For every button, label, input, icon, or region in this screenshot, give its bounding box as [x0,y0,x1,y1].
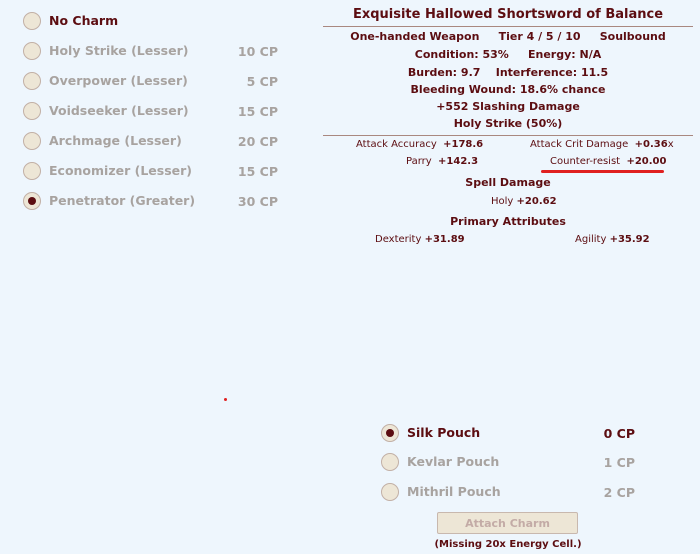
stat-label: Attack Crit Damage [530,139,629,150]
charm-cost: 30 CP [237,194,278,209]
charm-cost: 5 CP [246,74,278,89]
charm-cost: 10 CP [237,44,278,59]
stat-value: +20.00 [626,156,667,167]
divider [323,135,693,136]
stat-value: +0.36 [634,139,668,150]
pouch-label[interactable]: Silk Pouch [407,425,481,440]
item-burden: Burden: 9.7 [407,66,481,79]
charm-radio-holy-strike[interactable] [23,42,41,60]
pouch-label[interactable]: Mithril Pouch [407,484,501,499]
charm-radio-penetrator[interactable] [23,192,41,210]
pouch-cost: 0 CP [603,426,635,441]
charm-cost: 15 CP [237,104,278,119]
stat-holy: Holy +20.62 [491,196,557,207]
item-type: One-handed Weapon [350,30,480,43]
pouch-cost: 2 CP [603,485,635,500]
charm-radio-economizer[interactable] [23,162,41,180]
stat-dexterity: Dexterity +31.89 [375,234,465,245]
item-proc: Holy Strike (50%) [453,117,563,130]
charm-label[interactable]: Economizer (Lesser) [49,163,192,178]
charm-label[interactable]: Penetrator (Greater) [49,193,196,208]
charm-label[interactable]: Overpower (Lesser) [49,73,188,88]
stat-value: +35.92 [609,234,650,245]
primary-attributes-header: Primary Attributes [450,215,566,228]
stat-label: Holy [491,196,514,207]
stat-value: +142.3 [438,156,479,167]
attach-charm-button[interactable]: Attach Charm [437,512,578,534]
pouch-cost: 1 CP [603,455,635,470]
charm-cost: 20 CP [237,134,278,149]
item-bound: Soulbound [599,30,666,43]
marker-dot [224,398,227,401]
stat-suffix: x [667,139,674,150]
burden-row: Burden: 9.7 Interference: 11.5 [323,66,693,79]
charm-radio-no-charm[interactable] [23,12,41,30]
divider [323,26,693,27]
item-tier: Tier 4 / 5 / 10 [498,30,581,43]
stat-counter-resist: Counter-resist +20.00 [550,156,666,167]
stat-attack-crit: Attack Crit Damage +0.36x [530,139,674,150]
item-interference: Interference: 11.5 [495,66,609,79]
stat-agility: Agility +35.92 [575,234,650,245]
stat-label: Attack Accuracy [356,139,437,150]
stat-label: Agility [575,234,607,245]
stat-value: +178.6 [443,139,484,150]
stat-value: +20.62 [516,196,557,207]
highlight-underline [541,170,664,173]
charm-radio-voidseeker[interactable] [23,102,41,120]
pouch-radio-kevlar[interactable] [381,453,399,471]
item-condition: Condition: 53% [414,48,509,61]
charm-label[interactable]: Holy Strike (Lesser) [49,43,189,58]
charm-cost: 15 CP [237,164,278,179]
item-energy: Energy: N/A [528,48,602,61]
item-title: Exquisite Hallowed Shortsword of Balance [352,7,664,22]
pouch-label[interactable]: Kevlar Pouch [407,454,500,469]
stat-label: Dexterity [375,234,422,245]
stat-label: Counter-resist [550,156,621,167]
stat-attack-accuracy: Attack Accuracy +178.6 [356,139,483,150]
spell-damage-header: Spell Damage [465,176,551,189]
stat-parry: Parry +142.3 [406,156,478,167]
charm-label[interactable]: Archmage (Lesser) [49,133,182,148]
charm-label[interactable]: No Charm [49,13,119,28]
charm-radio-archmage[interactable] [23,132,41,150]
stat-label: Parry [406,156,432,167]
charm-label[interactable]: Voidseeker (Lesser) [49,103,189,118]
charm-radio-overpower[interactable] [23,72,41,90]
stat-value: +31.89 [424,234,465,245]
condition-row: Condition: 53% Energy: N/A [323,48,693,61]
pouch-radio-silk[interactable] [381,424,399,442]
item-bleeding: Bleeding Wound: 18.6% chance [410,83,606,96]
item-type-row: One-handed Weapon Tier 4 / 5 / 10 Soulbo… [323,30,693,43]
missing-note: (Missing 20x Energy Cell.) [434,539,582,550]
item-damage: +552 Slashing Damage [436,100,580,113]
pouch-radio-mithril[interactable] [381,483,399,501]
